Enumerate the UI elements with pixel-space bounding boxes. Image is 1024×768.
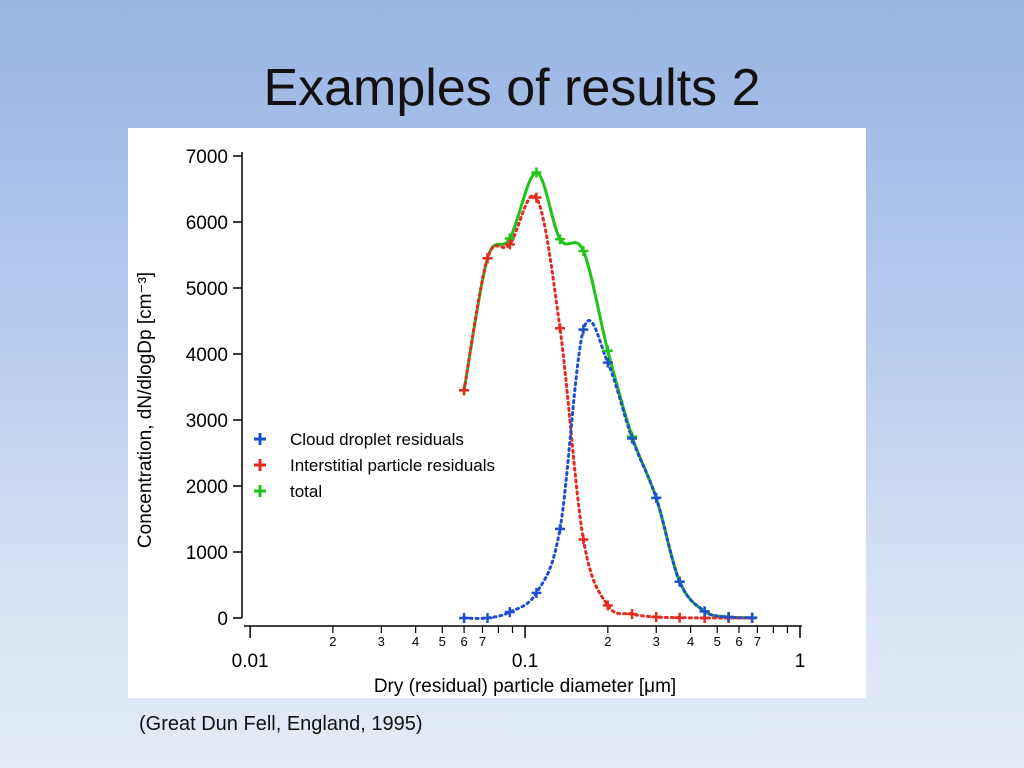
y-tick-label: 4000 [186,345,228,366]
x-major-tick-label: 0.01 [232,651,269,672]
data-point-cloud-droplet-residuals [747,612,758,623]
y-axis-title: Concentration, dN/dlogDp [cm⁻³] [135,272,156,548]
x-minor-tick-label: 6 [735,634,742,649]
y-tick-label: 7000 [186,147,228,168]
x-minor-tick-label: 3 [378,634,385,649]
x-major-tick-label: 0.1 [512,651,538,672]
legend-label: Interstitial particle residuals [290,456,495,475]
legend-item-total: total [254,482,322,501]
data-point-interstitial-particle-residuals [651,612,662,623]
data-point-total [555,234,566,245]
data-point-interstitial-particle-residuals [674,612,685,623]
data-point-cloud-droplet-residuals [674,576,685,587]
data-point-cloud-droplet-residuals [627,433,638,444]
data-point-total [578,246,589,257]
y-tick-label: 2000 [186,477,228,498]
data-point-interstitial-particle-residuals [602,600,613,611]
x-minor-tick-label: 4 [412,634,419,649]
data-point-interstitial-particle-residuals [555,323,566,334]
x-minor-tick-label: 5 [439,634,446,649]
data-point-total [531,167,542,178]
legend-label: Cloud droplet residuals [290,430,464,449]
legend-label: total [290,482,322,501]
data-point-interstitial-particle-residuals [627,609,638,620]
x-axis-title: Dry (residual) particle diameter [μm] [374,676,676,697]
data-point-interstitial-particle-residuals [459,385,470,396]
data-point-cloud-droplet-residuals [531,587,542,598]
data-point-interstitial-particle-residuals [504,239,515,250]
data-point-interstitial-particle-residuals [531,192,542,203]
x-minor-tick-label: 3 [653,634,660,649]
x-minor-tick-label: 6 [460,634,467,649]
x-minor-tick-label: 2 [604,634,611,649]
slide-caption: (Great Dun Fell, England, 1995) [139,713,423,735]
chart-panel: 0 1000 2000 3000 4000 5000 6000 7000 0.01 0.1 1 2 3 4… [128,128,866,698]
chart-series [459,167,758,623]
y-tick-label: 1000 [186,543,228,564]
data-point-cloud-droplet-residuals [504,607,515,618]
chart-axes: 0 1000 2000 3000 4000 5000 6000 7000 0.01 0.1 1 2 3 4… [186,147,806,672]
y-tick-label: 3000 [186,411,228,432]
chart-legend: Cloud droplet residuals Interstitial part… [254,430,495,501]
data-point-total [602,345,613,356]
x-major-tick-label: 1 [795,651,806,672]
data-point-cloud-droplet-residuals [578,324,589,335]
y-tick-label: 6000 [186,213,228,234]
series-line-cloud-droplet-residuals [462,319,754,620]
data-point-cloud-droplet-residuals [482,613,493,623]
chart-svg: 0 1000 2000 3000 4000 5000 6000 7000 0.01 0.1 1 2 3 4… [135,147,806,697]
x-minor-tick-label: 7 [479,634,486,649]
y-tick-label: 0 [217,609,228,630]
data-point-cloud-droplet-residuals [555,523,566,534]
legend-item-cloud-droplet-residuals: Cloud droplet residuals [254,430,464,449]
x-minor-tick-label: 2 [329,634,336,649]
data-point-cloud-droplet-residuals [651,492,662,503]
data-point-cloud-droplet-residuals [699,606,710,617]
x-minor-tick-label: 5 [714,634,721,649]
legend-item-interstitial-particle-residuals: Interstitial particle residuals [254,456,495,475]
data-point-cloud-droplet-residuals [602,357,613,368]
series-line-interstitial-particle-residuals [462,193,754,620]
slide-title: Examples of results 2 [263,59,761,117]
x-minor-tick-label: 4 [687,634,694,649]
x-minor-tick-label: 7 [754,634,761,649]
data-point-cloud-droplet-residuals [723,612,734,623]
data-point-interstitial-particle-residuals [482,253,493,264]
data-point-cloud-droplet-residuals [459,613,470,623]
y-tick-label: 5000 [186,279,228,300]
data-point-interstitial-particle-residuals [578,534,589,545]
